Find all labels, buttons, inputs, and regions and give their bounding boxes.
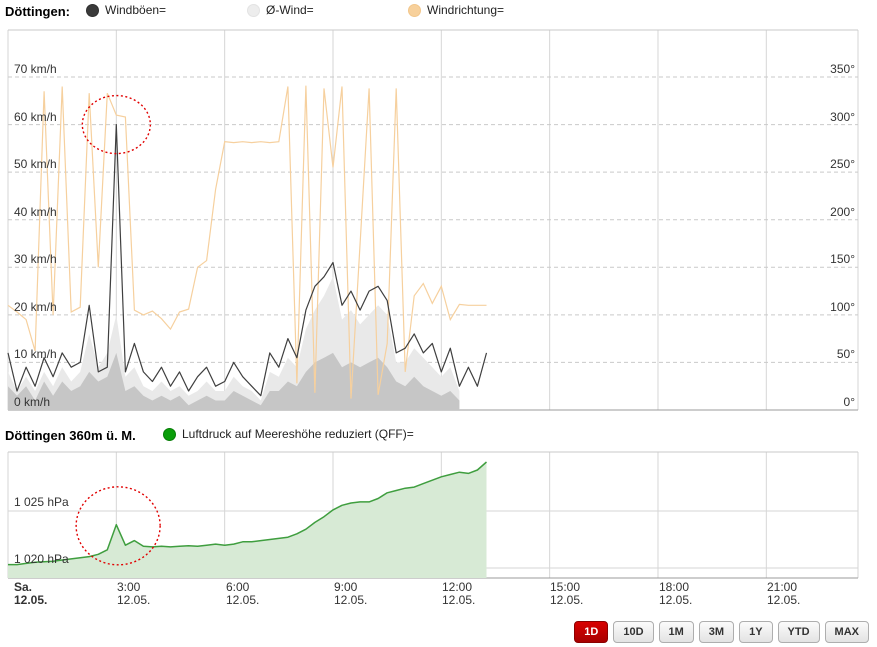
axis-label: 40 km/h (14, 205, 57, 219)
windboeen-color-icon (86, 4, 99, 17)
pressure-legend: Döttingen 360m ü. M. Luftdruck auf Meere… (0, 424, 877, 448)
avg-wind-color-icon (247, 4, 260, 17)
x-axis-label: 21:00 12.05. (767, 580, 801, 607)
range-button-max[interactable]: MAX (824, 621, 869, 643)
range-button-10d[interactable]: 10D (613, 621, 654, 643)
legend-item-avg-wind[interactable]: Ø-Wind= (247, 3, 314, 17)
pressure-line (8, 461, 487, 566)
axis-label: 200° (830, 205, 855, 219)
x-axis-label: 9:00 12.05. (334, 580, 368, 607)
axis-label: 1 025 hPa (14, 495, 69, 509)
range-button-ytd[interactable]: YTD (777, 621, 820, 643)
windrichtung-line (7, 85, 487, 399)
legend-label-windboeen: Windböen= (105, 3, 167, 17)
range-button-1y[interactable]: 1Y (739, 621, 773, 643)
x-axis-label: 6:00 12.05. (226, 580, 260, 607)
axis-label: 10 km/h (14, 347, 57, 361)
wind-legend: Döttingen: Windböen= Ø-Wind= Windrichtun… (0, 0, 877, 24)
legend-item-luftdruck[interactable]: Luftdruck auf Meereshöhe reduziert (QFF)… (163, 427, 414, 441)
axis-label: 150° (830, 252, 855, 266)
axis-label: 60 km/h (14, 110, 57, 124)
axis-label: 70 km/h (14, 62, 57, 76)
range-selector: 1D 10D 1M 3M 1Y YTD MAX (574, 621, 869, 643)
pressure-area (8, 462, 487, 578)
axis-label: 0 km/h (14, 395, 51, 409)
x-axis-label: 18:00 12.05. (659, 580, 693, 607)
axis-label: 0° (843, 395, 855, 409)
x-axis-label: Sa. 12.05. (14, 580, 48, 607)
windrichtung-color-icon (408, 4, 421, 17)
axis-label: 350° (830, 62, 855, 76)
pressure-annotation-ellipse (75, 486, 161, 566)
legend-label-windrichtung: Windrichtung= (427, 3, 505, 17)
legend-label-luftdruck: Luftdruck auf Meereshöhe reduziert (QFF)… (182, 427, 414, 441)
legend-item-windboeen[interactable]: Windböen= (86, 3, 166, 17)
luftdruck-color-icon (163, 428, 176, 441)
axis-label: 1 020 hPa (14, 552, 69, 566)
range-button-3m[interactable]: 3M (698, 621, 735, 643)
axis-label: 20 km/h (14, 300, 57, 314)
x-axis-label: 15:00 12.05. (550, 580, 584, 607)
axis-label: 300° (830, 110, 855, 124)
axis-label: 30 km/h (14, 252, 57, 266)
x-axis-label: 3:00 12.05. (117, 580, 151, 607)
wind-annotation-ellipse (81, 94, 152, 155)
axis-label: 50 km/h (14, 157, 57, 171)
axis-label: 50° (836, 347, 855, 361)
axis-label: 250° (830, 157, 855, 171)
windboeen-line (7, 124, 488, 397)
legend-item-windrichtung[interactable]: Windrichtung= (408, 3, 504, 17)
range-button-1d[interactable]: 1D (574, 621, 609, 643)
axis-label: 100° (830, 300, 855, 314)
x-axis-label: 12:00 12.05. (442, 580, 476, 607)
wind-station-title: Döttingen: (5, 4, 70, 19)
avg-wind-core-area (8, 352, 460, 410)
range-button-1m[interactable]: 1M (658, 621, 694, 643)
pressure-station-title: Döttingen 360m ü. M. (5, 428, 136, 443)
legend-label-avg-wind: Ø-Wind= (266, 3, 314, 17)
